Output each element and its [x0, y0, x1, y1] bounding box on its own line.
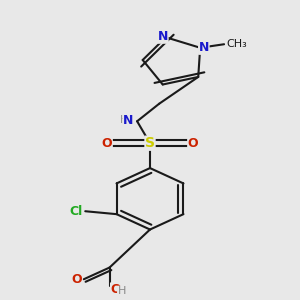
Text: CH₃: CH₃ [226, 39, 247, 49]
Text: N: N [123, 114, 134, 127]
Text: S: S [145, 136, 155, 150]
Text: Cl: Cl [69, 205, 82, 218]
Text: N: N [199, 41, 209, 54]
Text: O: O [71, 273, 82, 286]
Text: N: N [158, 30, 168, 43]
Text: O: O [102, 137, 112, 150]
Text: H: H [118, 286, 126, 296]
Text: O: O [111, 283, 121, 296]
Text: H: H [119, 115, 128, 125]
Text: O: O [188, 137, 198, 150]
